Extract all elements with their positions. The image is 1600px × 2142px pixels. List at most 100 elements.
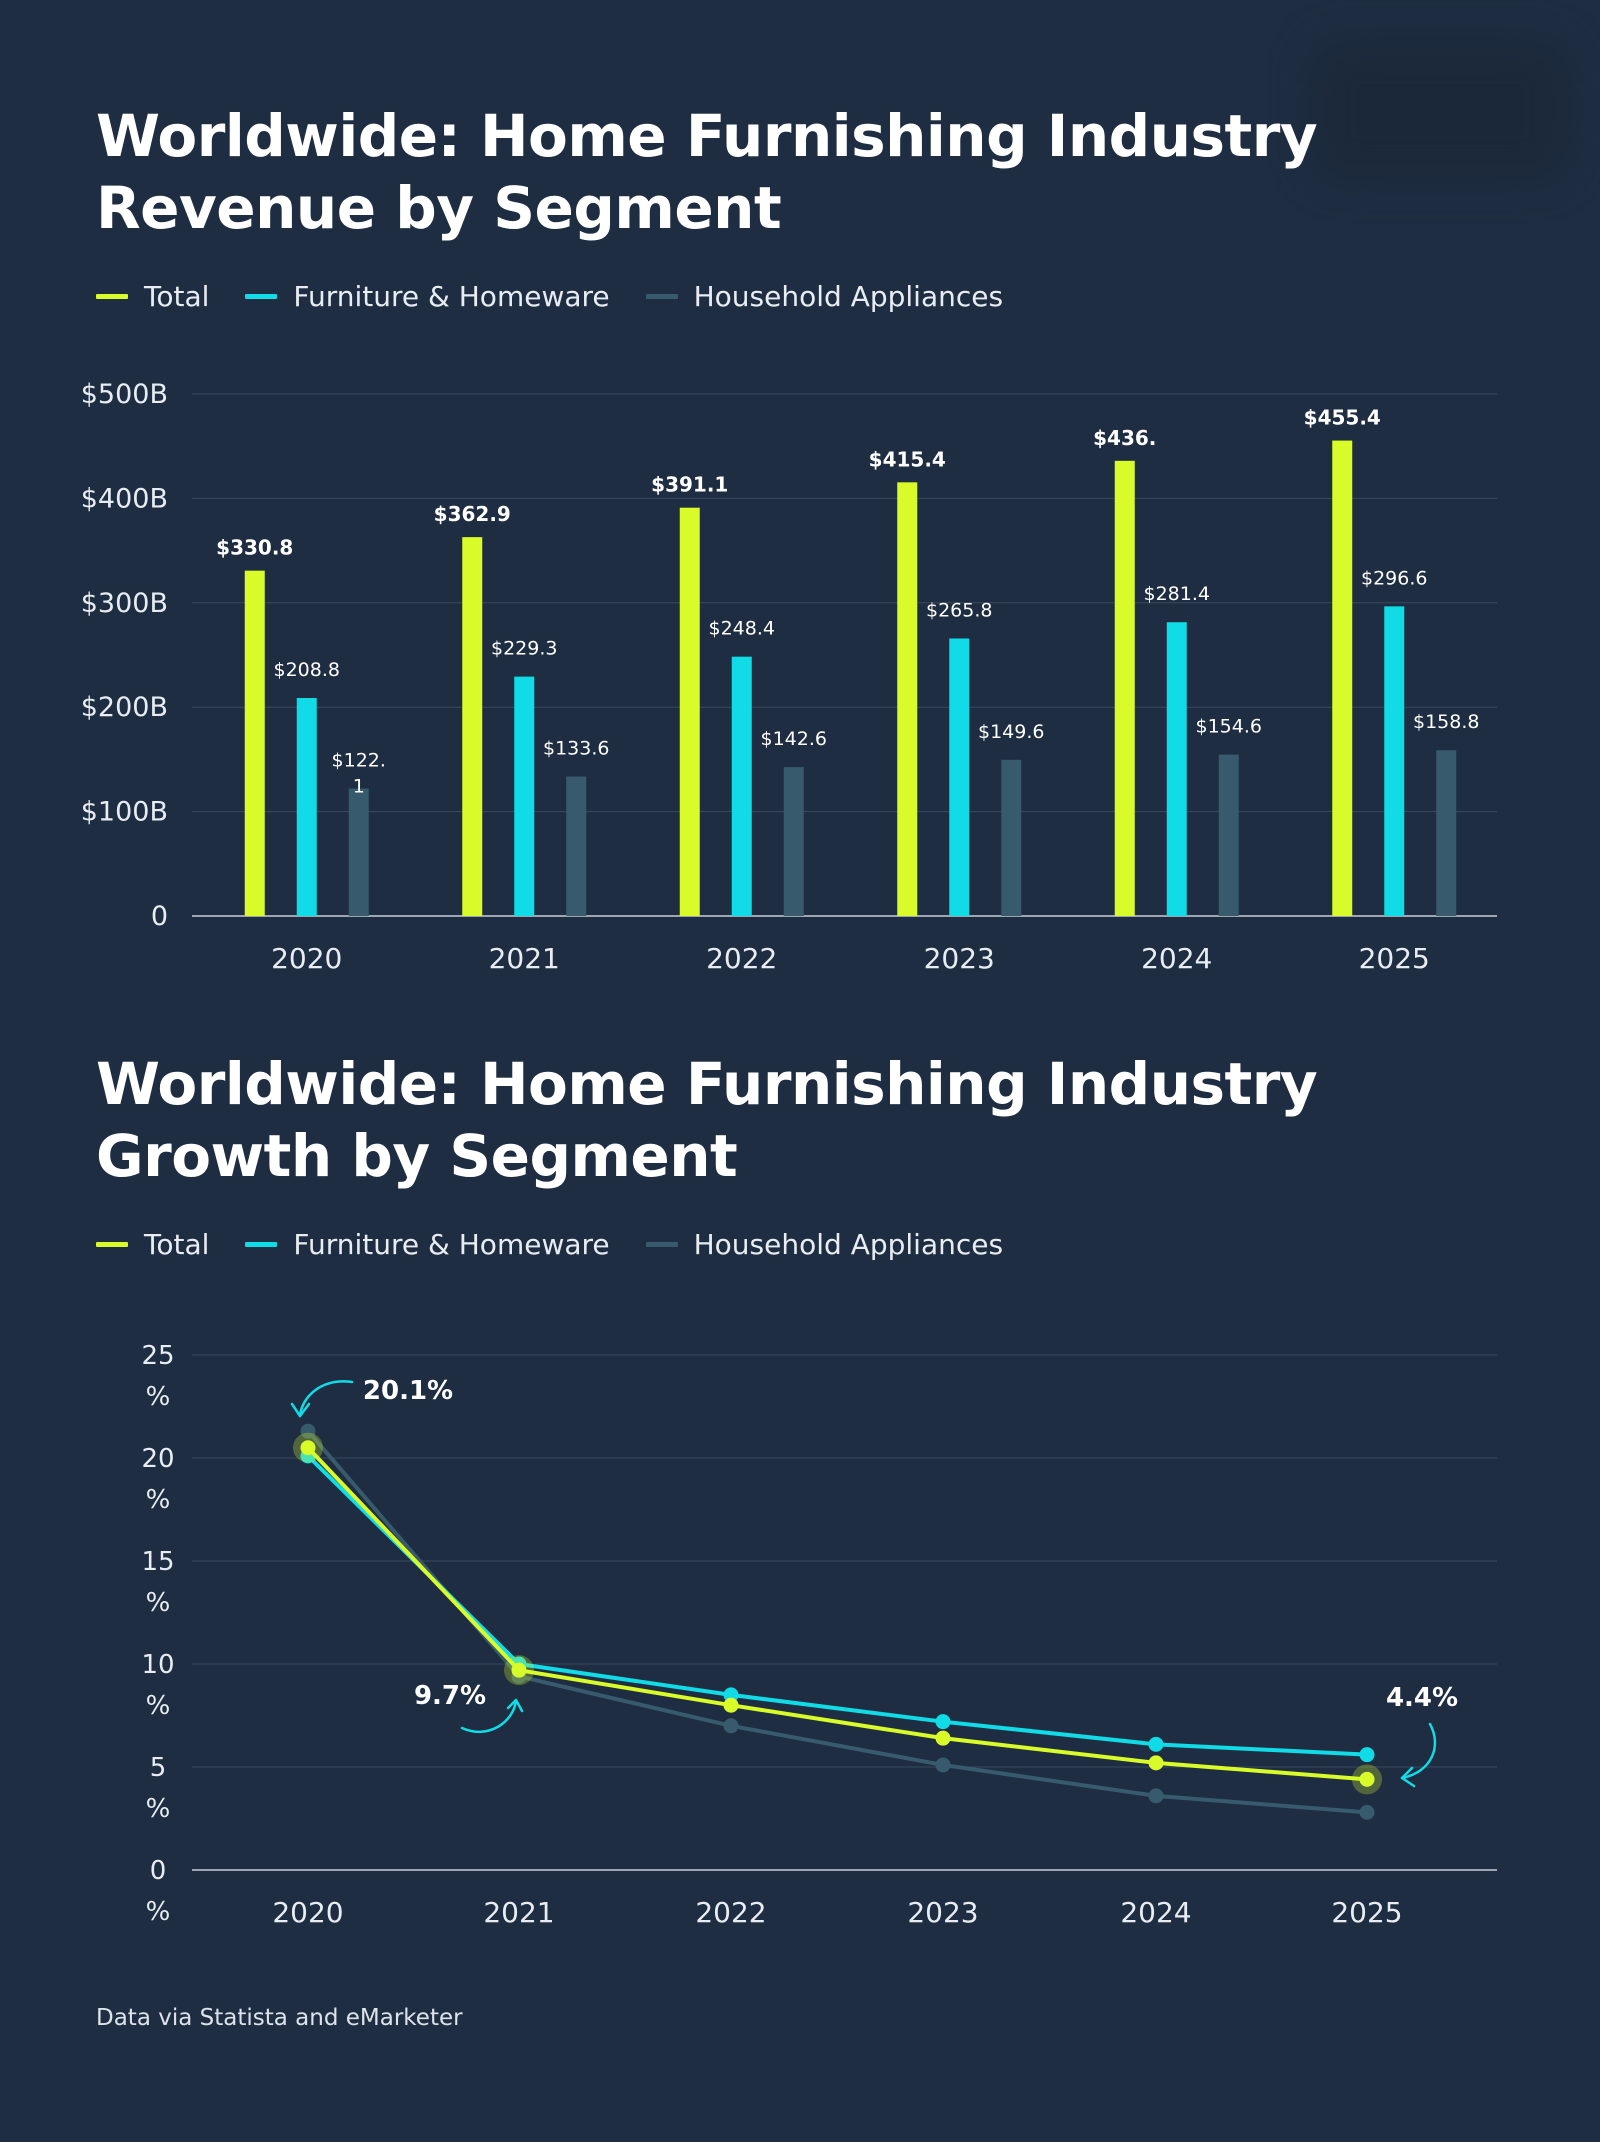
y-tick-label: 0: [151, 901, 168, 932]
point-appliances: [300, 1423, 316, 1439]
y-tick-label: 10%: [141, 1650, 174, 1721]
point-furniture: [1148, 1736, 1164, 1752]
bar-furniture: [514, 676, 535, 916]
point-total: [1148, 1755, 1164, 1771]
growth-line-chart: 0 % 5 % 10 % 15 % 20 % 25 % 2020 2021 2022 2023 2024 2025…: [141, 1341, 1497, 1929]
bar-appliances: [1436, 750, 1457, 916]
y-tick-label: $100B: [81, 797, 168, 828]
data-label-furniture: $248.4: [709, 618, 775, 640]
y-tick-label: 0%: [146, 1856, 171, 1927]
bar-appliances: [348, 788, 369, 916]
y-tick-label: 5%: [146, 1753, 171, 1824]
annotation-label: 9.7%: [414, 1681, 486, 1711]
bar-appliances: [566, 776, 587, 916]
data-label-appliances: $149.6: [978, 721, 1044, 743]
line-furniture: [306, 1454, 1368, 1757]
legend-label-total: Total: [144, 279, 210, 313]
data-label-total: $362.9: [434, 502, 511, 526]
data-label-furniture: $229.3: [491, 638, 557, 660]
y-tick-label: 15%: [141, 1547, 174, 1618]
point-total: [511, 1662, 527, 1678]
y-tick-label: $300B: [81, 588, 168, 619]
growth-legend: Total Furniture & Homeware Household App…: [96, 1224, 1039, 1264]
bar-total: [1114, 460, 1135, 916]
legend-swatch-appliances: [645, 293, 678, 299]
bar-furniture: [949, 638, 970, 916]
x-tick-label: 2024: [1120, 1896, 1191, 1929]
corner-shade: [1310, 40, 1570, 180]
legend-label-furniture: Furniture & Homeware: [293, 279, 610, 313]
highlight-halo: [293, 1432, 323, 1463]
x-tick-label: 2023: [924, 942, 995, 975]
x-tick-label: 2023: [907, 1896, 978, 1929]
x-tick-label: 2021: [483, 1896, 554, 1929]
point-appliances: [1148, 1788, 1164, 1804]
line-total: [306, 1446, 1368, 1782]
point-furniture: [723, 1687, 739, 1703]
growth-title-line-2: Growth by Segment: [96, 1122, 738, 1190]
data-label-appliances: $122. 1: [332, 750, 386, 798]
bar-furniture: [1166, 622, 1187, 916]
y-tick-label: 25%: [141, 1341, 174, 1412]
legend-item-furniture: Furniture & Homeware: [245, 1227, 610, 1261]
data-label-total: $330.8: [216, 536, 293, 560]
y-tick-label: 20%: [141, 1444, 174, 1515]
annotation-label: 20.1%: [363, 1376, 453, 1406]
legend-item-appliances: Household Appliances: [645, 279, 1004, 313]
x-tick-label: 2020: [271, 942, 342, 975]
highlight-halo: [1352, 1764, 1382, 1795]
x-tick-label: 2025: [1331, 1896, 1402, 1929]
legend-label-appliances: Household Appliances: [693, 1227, 1004, 1261]
x-tick-label: 2024: [1141, 942, 1212, 975]
bar-furniture: [731, 656, 752, 916]
growth-chart-title: Worldwide: Home Furnishing Industry Grow…: [96, 1048, 1396, 1192]
point-furniture: [1359, 1747, 1375, 1763]
data-label-furniture: $208.8: [274, 659, 340, 681]
bar-total: [462, 537, 483, 916]
legend-item-total: Total: [96, 1228, 209, 1261]
data-label-total: $391.1: [651, 473, 728, 497]
annotation-arrow: [298, 1380, 354, 1418]
bar-appliances: [1001, 759, 1022, 916]
highlight-halo: [504, 1655, 534, 1686]
bar-furniture: [1384, 606, 1405, 916]
annotation-arrow: [460, 1698, 518, 1734]
revenue-bar-chart: 0 $100B $200B $300B $400B $500B $330.8 $208.8 $1…: [81, 379, 1497, 975]
point-total: [1359, 1771, 1375, 1787]
point-appliances: [935, 1757, 951, 1773]
annotation-arrowhead: [290, 1402, 311, 1418]
legend-swatch-furniture: [245, 1241, 278, 1247]
data-label-appliances: $142.6: [761, 728, 827, 750]
data-label-appliances: $133.6: [543, 738, 609, 760]
legend-item-appliances: Household Appliances: [645, 1227, 1004, 1261]
data-label-furniture: $296.6: [1361, 567, 1427, 589]
legend-swatch-total: [96, 1241, 128, 1247]
bar-total: [1332, 440, 1353, 916]
legend-label-appliances: Household Appliances: [693, 279, 1004, 313]
y-tick-label: $500B: [81, 379, 168, 410]
revenue-title-line-1: Worldwide: Home Furnishing Industry: [96, 102, 1318, 170]
y-tick-label: $200B: [81, 692, 168, 723]
legend-item-total: Total: [96, 280, 209, 313]
data-label-appliances: $158.8: [1413, 711, 1479, 733]
growth-title-line-1: Worldwide: Home Furnishing Industry: [96, 1050, 1318, 1118]
x-tick-label: 2022: [706, 942, 777, 975]
point-furniture: [935, 1714, 951, 1730]
bar-appliances: [783, 767, 804, 916]
line-appliances: [306, 1429, 1368, 1815]
bar-total: [679, 507, 700, 916]
bar-total: [897, 482, 918, 916]
annotation-label: 4.4%: [1386, 1683, 1458, 1713]
revenue-title-line-2: Revenue by Segment: [96, 174, 782, 242]
legend-label-furniture: Furniture & Homeware: [293, 1227, 610, 1261]
annotation-arrowhead: [506, 1698, 524, 1713]
annotation-arrowhead: [1400, 1766, 1416, 1788]
bar-appliances: [1218, 754, 1239, 916]
data-label-appliances: $154.6: [1196, 716, 1262, 738]
point-total: [935, 1730, 951, 1746]
data-label-total: $436.: [1093, 426, 1156, 450]
y-tick-label: $400B: [81, 483, 168, 514]
legend-swatch-appliances: [645, 1241, 678, 1247]
legend-item-furniture: Furniture & Homeware: [245, 279, 610, 313]
annotation-arrow: [1400, 1722, 1437, 1780]
